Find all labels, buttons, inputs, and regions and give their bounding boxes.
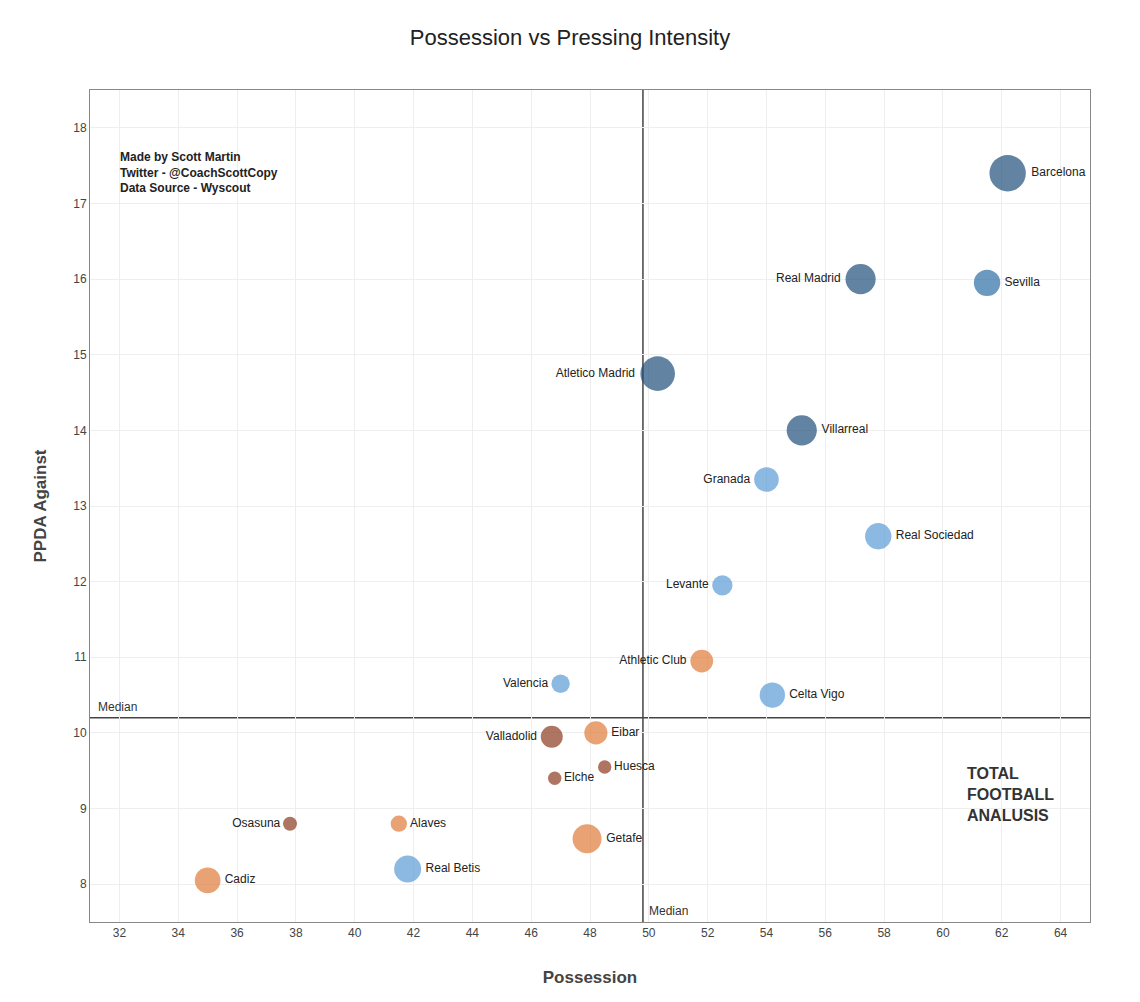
- svg-text:52: 52: [701, 926, 715, 940]
- svg-text:Median: Median: [98, 700, 137, 714]
- svg-text:Made by Scott MartinTwitter -: Made by Scott MartinTwitter - @CoachScot…: [120, 150, 278, 195]
- svg-text:Real Betis: Real Betis: [426, 861, 481, 875]
- svg-text:44: 44: [466, 926, 480, 940]
- svg-text:56: 56: [819, 926, 833, 940]
- svg-text:32: 32: [113, 926, 127, 940]
- svg-text:11: 11: [74, 650, 87, 664]
- svg-text:Celta Vigo: Celta Vigo: [789, 687, 844, 701]
- svg-text:18: 18: [73, 121, 87, 135]
- svg-text:Atletico Madrid: Atletico Madrid: [556, 366, 635, 380]
- svg-text:Elche: Elche: [564, 770, 594, 784]
- svg-text:14: 14: [73, 424, 87, 438]
- svg-text:Granada: Granada: [703, 472, 750, 486]
- svg-text:Possession: Possession: [543, 968, 638, 987]
- svg-text:40: 40: [348, 926, 362, 940]
- svg-text:Barcelona: Barcelona: [1031, 165, 1085, 179]
- svg-text:62: 62: [995, 926, 1009, 940]
- svg-text:PPDA Against: PPDA Against: [31, 449, 50, 562]
- svg-text:54: 54: [760, 926, 774, 940]
- svg-text:Median: Median: [649, 904, 688, 918]
- svg-text:64: 64: [1054, 926, 1068, 940]
- svg-text:Eibar: Eibar: [611, 725, 639, 739]
- svg-text:Osasuna: Osasuna: [232, 816, 280, 830]
- svg-text:12: 12: [73, 575, 87, 589]
- svg-text:58: 58: [877, 926, 891, 940]
- svg-text:48: 48: [583, 926, 597, 940]
- svg-text:16: 16: [73, 272, 87, 286]
- svg-text:46: 46: [525, 926, 539, 940]
- svg-text:60: 60: [936, 926, 950, 940]
- svg-text:9: 9: [80, 802, 87, 816]
- svg-text:36: 36: [230, 926, 244, 940]
- svg-text:Valencia: Valencia: [503, 676, 548, 690]
- svg-text:Villarreal: Villarreal: [822, 422, 868, 436]
- svg-text:Sevilla: Sevilla: [1005, 275, 1041, 289]
- svg-text:13: 13: [73, 499, 87, 513]
- svg-text:TOTALFOOTBALLANALUSIS: TOTALFOOTBALLANALUSIS: [967, 765, 1054, 824]
- svg-text:8: 8: [80, 877, 87, 891]
- svg-text:15: 15: [73, 348, 87, 362]
- svg-text:Real Madrid: Real Madrid: [776, 271, 841, 285]
- svg-text:Levante: Levante: [666, 577, 709, 591]
- svg-text:Getafe: Getafe: [606, 831, 642, 845]
- svg-text:38: 38: [289, 926, 303, 940]
- svg-text:Cadiz: Cadiz: [225, 872, 256, 886]
- svg-text:42: 42: [407, 926, 421, 940]
- svg-text:10: 10: [73, 726, 87, 740]
- svg-text:Real Sociedad: Real Sociedad: [896, 528, 974, 542]
- svg-text:Valladolid: Valladolid: [486, 729, 537, 743]
- svg-text:Athletic Club: Athletic Club: [619, 653, 687, 667]
- svg-text:17: 17: [73, 197, 87, 211]
- svg-text:Huesca: Huesca: [614, 759, 655, 773]
- svg-text:Alaves: Alaves: [410, 816, 446, 830]
- svg-text:Possession vs Pressing Intensi: Possession vs Pressing Intensity: [410, 25, 730, 50]
- svg-text:50: 50: [642, 926, 656, 940]
- svg-text:34: 34: [172, 926, 186, 940]
